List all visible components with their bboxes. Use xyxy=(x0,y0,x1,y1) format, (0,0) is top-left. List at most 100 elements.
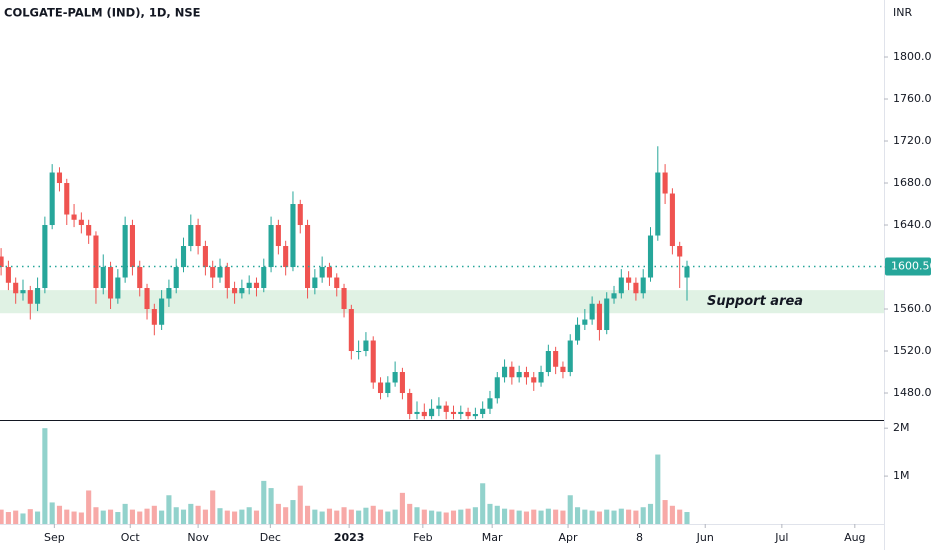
candle-body xyxy=(655,172,661,236)
x-tick-label: Sep xyxy=(44,531,65,544)
volume-bar xyxy=(42,428,48,524)
candle-body xyxy=(115,277,121,299)
volume-bar xyxy=(224,510,230,524)
candle-body xyxy=(633,282,639,294)
x-tick-label: Jun xyxy=(696,531,714,544)
candle-body xyxy=(275,225,281,247)
volume-bar xyxy=(385,511,391,524)
y-tick-label: 1680.00 xyxy=(893,176,932,189)
volume-bar xyxy=(596,511,602,524)
volume-bar xyxy=(290,500,296,524)
volume-tick-label: 1M xyxy=(893,469,910,482)
volume-bar xyxy=(377,509,384,524)
candle-body xyxy=(107,267,114,299)
volume-bar xyxy=(399,492,405,524)
candle-body xyxy=(305,225,311,289)
x-tick-label: Jul xyxy=(774,531,788,544)
volume-bar xyxy=(560,510,566,524)
candle-body xyxy=(341,288,347,310)
volume-bar xyxy=(115,512,121,524)
volume-bar xyxy=(0,509,4,524)
candle-body xyxy=(611,293,617,299)
volume-bar xyxy=(173,507,179,524)
y-tick-label: 1520.00 xyxy=(893,344,932,357)
candle-body xyxy=(399,372,405,394)
volume-bar xyxy=(640,507,646,524)
volume-bar xyxy=(472,507,478,524)
volume-bar xyxy=(144,508,150,524)
volume-bar xyxy=(180,509,187,524)
candle-body xyxy=(385,382,391,394)
volume-bar xyxy=(582,509,588,524)
candle-body xyxy=(27,290,33,304)
candle-body xyxy=(100,267,106,289)
candle-body xyxy=(538,372,544,383)
volume-bar xyxy=(107,509,114,524)
volume-bar xyxy=(494,505,500,524)
candle-body xyxy=(545,351,551,373)
volume-bar xyxy=(669,505,675,524)
support-area xyxy=(0,290,884,314)
candle-body xyxy=(553,351,559,367)
candle-body xyxy=(363,340,369,352)
volume-bar xyxy=(363,507,369,524)
volume-bar xyxy=(538,510,544,524)
y-tick-label: 1760.00 xyxy=(893,92,932,105)
volume-bar xyxy=(502,508,508,524)
volume-bar xyxy=(611,510,617,524)
candle-body xyxy=(574,324,581,341)
candle-body xyxy=(414,411,420,415)
volume-bar xyxy=(407,503,413,524)
candle-body xyxy=(465,411,471,417)
candle-body xyxy=(604,298,610,331)
volume-bar xyxy=(35,511,41,524)
volume-bar xyxy=(210,490,216,524)
support-label: Support area xyxy=(707,294,803,309)
volume-bar xyxy=(647,503,654,524)
candle-body xyxy=(202,246,208,268)
candle-body xyxy=(268,225,274,268)
volume-bar xyxy=(93,507,99,524)
candle-body xyxy=(86,225,92,236)
candle-body xyxy=(20,290,26,294)
candle-body xyxy=(626,277,632,283)
volume-bar xyxy=(56,505,63,524)
volume-bar xyxy=(677,509,683,524)
candle-body xyxy=(35,288,41,304)
unit-label: INR xyxy=(893,6,912,19)
chart-title: COLGATE-PALM (IND), 1D, NSE xyxy=(4,6,201,20)
volume-bar xyxy=(20,513,26,524)
volume-bar xyxy=(319,511,325,524)
volume-bar xyxy=(151,505,157,524)
candle-body xyxy=(319,267,325,278)
volume-bar xyxy=(239,509,245,524)
volume-bar xyxy=(684,512,690,524)
candle-body xyxy=(494,377,500,399)
volume-bar xyxy=(232,511,238,524)
candle-body xyxy=(180,246,187,268)
last-price-label: 1600.50 xyxy=(891,259,932,272)
candle-body xyxy=(210,267,216,278)
volume-bar xyxy=(283,507,289,524)
candle-body xyxy=(487,398,493,409)
volume-bar xyxy=(567,495,573,524)
candle-body xyxy=(195,225,201,247)
volume-bar xyxy=(122,503,128,524)
candle-body xyxy=(516,372,522,378)
volume-bar xyxy=(458,509,464,524)
volume-bar xyxy=(356,510,362,524)
volume-bar xyxy=(195,505,201,524)
volume-bar xyxy=(268,488,274,524)
volume-bar xyxy=(188,503,194,524)
volume-bar xyxy=(626,509,632,524)
y-tick-label: 1640.00 xyxy=(893,218,932,231)
candle-body xyxy=(217,267,223,278)
y-tick-label: 1480.00 xyxy=(893,386,932,399)
volume-bar xyxy=(604,509,610,524)
volume-bar xyxy=(509,509,515,524)
candle-body xyxy=(640,277,646,294)
candle-body xyxy=(669,193,675,247)
x-tick-label: Mar xyxy=(482,531,503,544)
